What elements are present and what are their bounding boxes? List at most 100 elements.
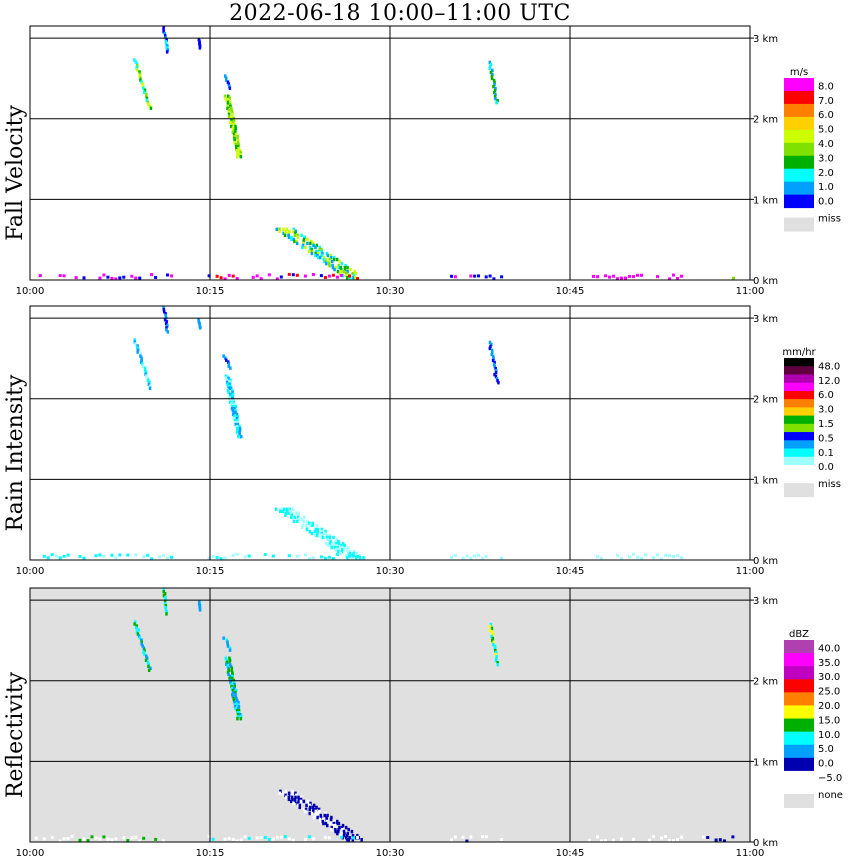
surface-cell: [668, 554, 671, 558]
echo-cell: [284, 511, 287, 515]
echo-cell: [297, 511, 301, 515]
echo-cell: [162, 590, 165, 594]
echo-cell: [199, 326, 202, 330]
echo-cell: [284, 231, 287, 235]
echo-cell: [303, 235, 306, 240]
echo-cell: [318, 245, 321, 250]
surface-cell: [126, 553, 130, 557]
echo-cell: [240, 435, 243, 439]
surface-cell: [138, 839, 142, 843]
surface-echo: [592, 273, 683, 281]
echo-cell: [238, 433, 241, 437]
surface-cell: [492, 277, 496, 281]
legend-swatch: [784, 744, 814, 759]
echo-cell: [325, 819, 329, 824]
surface-cell: [718, 838, 722, 842]
echo-cell: [232, 690, 235, 695]
echo-cell: [341, 827, 344, 832]
echo-cell: [489, 70, 493, 75]
surface-cell: [450, 838, 453, 842]
data-marks: [42, 306, 683, 561]
surface-cell: [656, 553, 659, 557]
echo-cell: [352, 551, 355, 556]
echo-cell: [310, 247, 313, 252]
echo-cell: [314, 251, 317, 256]
y-axis-label: Fall Velocity: [3, 105, 28, 241]
echo-cell: [494, 92, 497, 97]
echo-cell: [336, 831, 339, 836]
echo-cell: [331, 263, 334, 268]
echo-cell: [232, 128, 235, 133]
echo-cell: [300, 525, 304, 530]
surface-cell: [648, 838, 651, 842]
surface-cell: [154, 837, 158, 841]
legend-swatch: [784, 440, 814, 450]
echo-cell: [236, 155, 239, 159]
echo-cell: [332, 819, 336, 824]
echo-cell: [308, 811, 311, 816]
echo-cell: [489, 344, 492, 349]
surface-cell: [632, 275, 635, 279]
echo-cell: [231, 404, 234, 409]
echo-cell: [163, 318, 167, 322]
echo-cell: [290, 799, 293, 804]
echo-cell: [234, 410, 237, 415]
echo-cell: [494, 374, 498, 379]
echo-cell: [141, 362, 144, 366]
surface-cell: [612, 838, 615, 842]
echo-cell: [340, 825, 344, 830]
echo-cell: [323, 259, 326, 264]
echo-cell: [297, 517, 300, 522]
echo-cell: [226, 102, 230, 106]
surface-cell: [82, 276, 86, 280]
echo-cell: [322, 821, 325, 826]
echo-cell: [228, 656, 231, 660]
echo-cell: [297, 797, 301, 802]
echo-cell: [225, 660, 228, 664]
echo-cell: [233, 136, 236, 141]
echo-cell: [302, 237, 306, 242]
surface-cell: [668, 277, 671, 281]
echo-cell: [278, 791, 281, 795]
echo-cell: [162, 28, 165, 32]
echo-cell: [227, 668, 231, 672]
echo-cell: [488, 346, 492, 351]
echo-cell: [297, 799, 300, 804]
echo-cell: [284, 789, 288, 793]
surface-cell: [271, 554, 275, 558]
echo-cell: [231, 126, 235, 131]
echo-cell: [163, 600, 167, 604]
echo-cell: [340, 831, 343, 836]
echo-cell: [230, 118, 233, 123]
echo-cell: [148, 386, 152, 390]
echo-cell: [230, 402, 233, 407]
echo-cell: [317, 807, 321, 812]
echo-cell: [229, 378, 232, 382]
echo-cell: [494, 650, 498, 655]
surface-cell: [600, 839, 603, 843]
surface-cell: [122, 836, 126, 840]
echo-feature: [488, 340, 500, 385]
echo-cell: [166, 44, 169, 48]
surface-cell: [488, 274, 492, 278]
echo-cell: [345, 271, 348, 276]
echo-cell: [231, 388, 234, 393]
surface-cell: [303, 553, 307, 557]
echo-cell: [325, 261, 328, 266]
echo-cell: [493, 364, 496, 369]
echo-cell: [489, 622, 493, 627]
surface-cell: [243, 835, 247, 839]
echo-cell: [292, 507, 295, 511]
echo-cell: [234, 124, 237, 129]
echo-cell: [226, 644, 230, 648]
surface-cell: [279, 835, 283, 839]
echo-cell: [293, 239, 296, 244]
echo-cell: [343, 547, 346, 552]
legend-label: 25.0: [818, 687, 840, 698]
surface-cell: [596, 275, 599, 279]
legend-label: 30.0: [818, 672, 840, 683]
echo-cell: [293, 797, 297, 802]
x-tick-label: 10:00: [16, 848, 45, 859]
surface-cell: [134, 835, 138, 839]
surface-cell: [323, 556, 327, 560]
